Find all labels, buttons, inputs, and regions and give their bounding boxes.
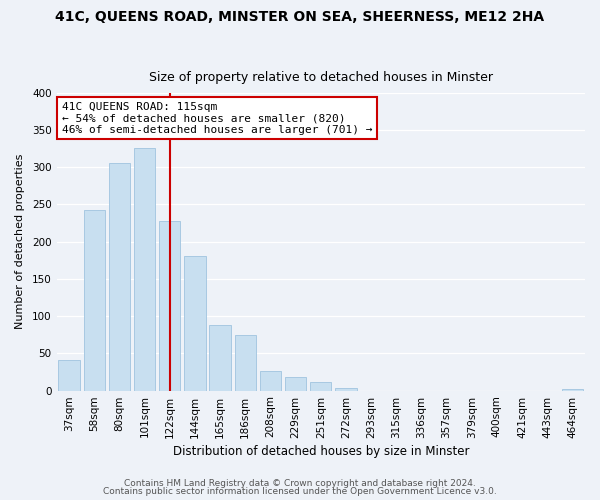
Y-axis label: Number of detached properties: Number of detached properties [15,154,25,330]
Text: Contains public sector information licensed under the Open Government Licence v3: Contains public sector information licen… [103,487,497,496]
Title: Size of property relative to detached houses in Minster: Size of property relative to detached ho… [149,72,493,85]
Bar [209,325,231,390]
Text: 41C QUEENS ROAD: 115sqm
← 54% of detached houses are smaller (820)
46% of semi-d: 41C QUEENS ROAD: 115sqm ← 54% of detache… [62,102,373,134]
Bar [83,210,105,390]
Bar [235,336,256,390]
Bar [562,389,583,390]
Bar [335,388,356,390]
Bar [184,256,206,390]
Bar [310,382,331,390]
Bar [159,220,181,390]
Text: 41C, QUEENS ROAD, MINSTER ON SEA, SHEERNESS, ME12 2HA: 41C, QUEENS ROAD, MINSTER ON SEA, SHEERN… [55,10,545,24]
Bar [134,148,155,390]
Bar [109,164,130,390]
Bar [285,377,307,390]
X-axis label: Distribution of detached houses by size in Minster: Distribution of detached houses by size … [173,444,469,458]
Text: Contains HM Land Registry data © Crown copyright and database right 2024.: Contains HM Land Registry data © Crown c… [124,478,476,488]
Bar [260,371,281,390]
Bar [58,360,80,390]
